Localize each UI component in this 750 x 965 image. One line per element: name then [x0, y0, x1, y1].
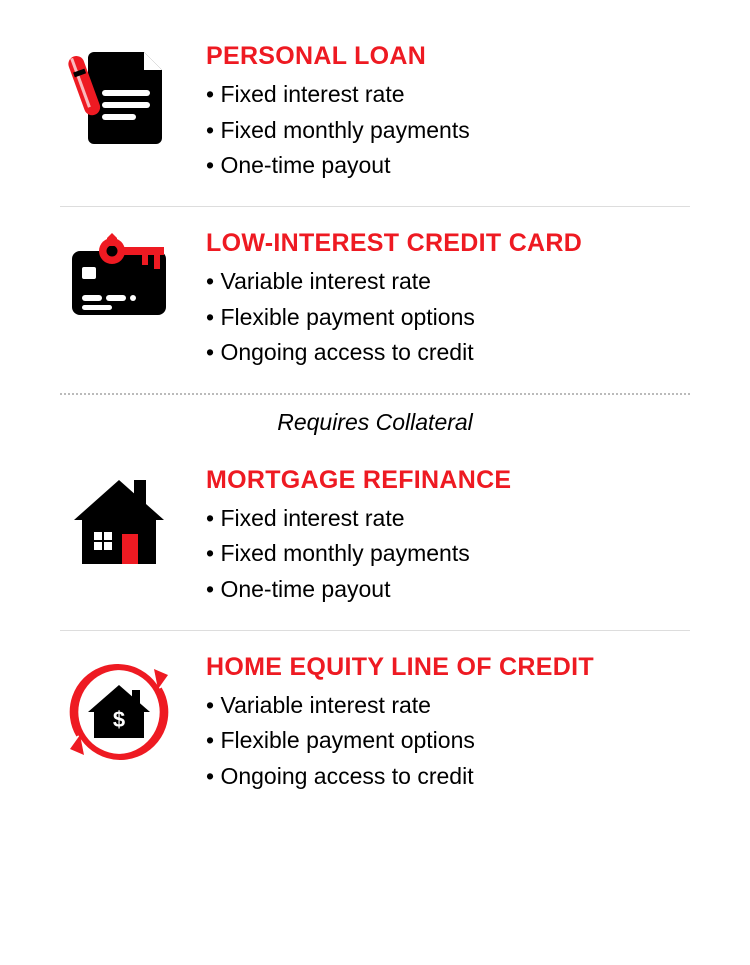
- icon-column: $: [60, 653, 178, 767]
- section-heloc: $ HOME EQUITY LINE OF CREDIT • Variable …: [60, 631, 690, 817]
- bullet-text: Variable interest rate: [220, 692, 431, 718]
- section-mortgage: MORTGAGE REFINANCE • Fixed interest rate…: [60, 444, 690, 630]
- bullet-item: • Flexible payment options: [206, 300, 690, 336]
- section-title: PERSONAL LOAN: [206, 42, 690, 71]
- collateral-label: Requires Collateral: [60, 395, 690, 444]
- bullet-item: • Ongoing access to credit: [206, 759, 690, 795]
- icon-column: [60, 466, 178, 570]
- bullet-item: • Ongoing access to credit: [206, 335, 690, 371]
- content-column: LOW-INTEREST CREDIT CARD • Variable inte…: [206, 229, 690, 371]
- bullet-item: • Fixed interest rate: [206, 501, 690, 537]
- section-title: LOW-INTEREST CREDIT CARD: [206, 229, 690, 258]
- content-column: PERSONAL LOAN • Fixed interest rate • Fi…: [206, 42, 690, 184]
- section-title: HOME EQUITY LINE OF CREDIT: [206, 653, 690, 682]
- section-title: MORTGAGE REFINANCE: [206, 466, 690, 495]
- bullet-text: Fixed interest rate: [220, 505, 404, 531]
- house-icon: [64, 470, 174, 570]
- bullet-item: • Variable interest rate: [206, 264, 690, 300]
- icon-column: [60, 42, 178, 146]
- bullet-item: • Fixed monthly payments: [206, 536, 690, 572]
- section-credit-card: LOW-INTEREST CREDIT CARD • Variable inte…: [60, 207, 690, 393]
- bullet-text: One-time payout: [220, 152, 390, 178]
- house-refresh-icon: $: [64, 657, 174, 767]
- bullet-item: • Fixed interest rate: [206, 77, 690, 113]
- bullet-text: Fixed interest rate: [220, 81, 404, 107]
- bullet-text: Ongoing access to credit: [220, 763, 473, 789]
- bullet-text: One-time payout: [220, 576, 390, 602]
- credit-card-key-icon: [64, 233, 174, 323]
- section-personal-loan: PERSONAL LOAN • Fixed interest rate • Fi…: [60, 20, 690, 206]
- document-pen-icon: [64, 46, 174, 146]
- bullet-text: Fixed monthly payments: [220, 117, 469, 143]
- content-column: HOME EQUITY LINE OF CREDIT • Variable in…: [206, 653, 690, 795]
- bullet-text: Flexible payment options: [220, 727, 474, 753]
- bullet-item: • One-time payout: [206, 572, 690, 608]
- svg-text:$: $: [113, 707, 125, 732]
- bullet-text: Variable interest rate: [220, 268, 431, 294]
- bullet-item: • Flexible payment options: [206, 723, 690, 759]
- bullet-item: • Fixed monthly payments: [206, 113, 690, 149]
- bullet-item: • One-time payout: [206, 148, 690, 184]
- bullet-text: Flexible payment options: [220, 304, 474, 330]
- bullet-text: Fixed monthly payments: [220, 540, 469, 566]
- bullet-item: • Variable interest rate: [206, 688, 690, 724]
- icon-column: [60, 229, 178, 323]
- content-column: MORTGAGE REFINANCE • Fixed interest rate…: [206, 466, 690, 608]
- bullet-text: Ongoing access to credit: [220, 339, 473, 365]
